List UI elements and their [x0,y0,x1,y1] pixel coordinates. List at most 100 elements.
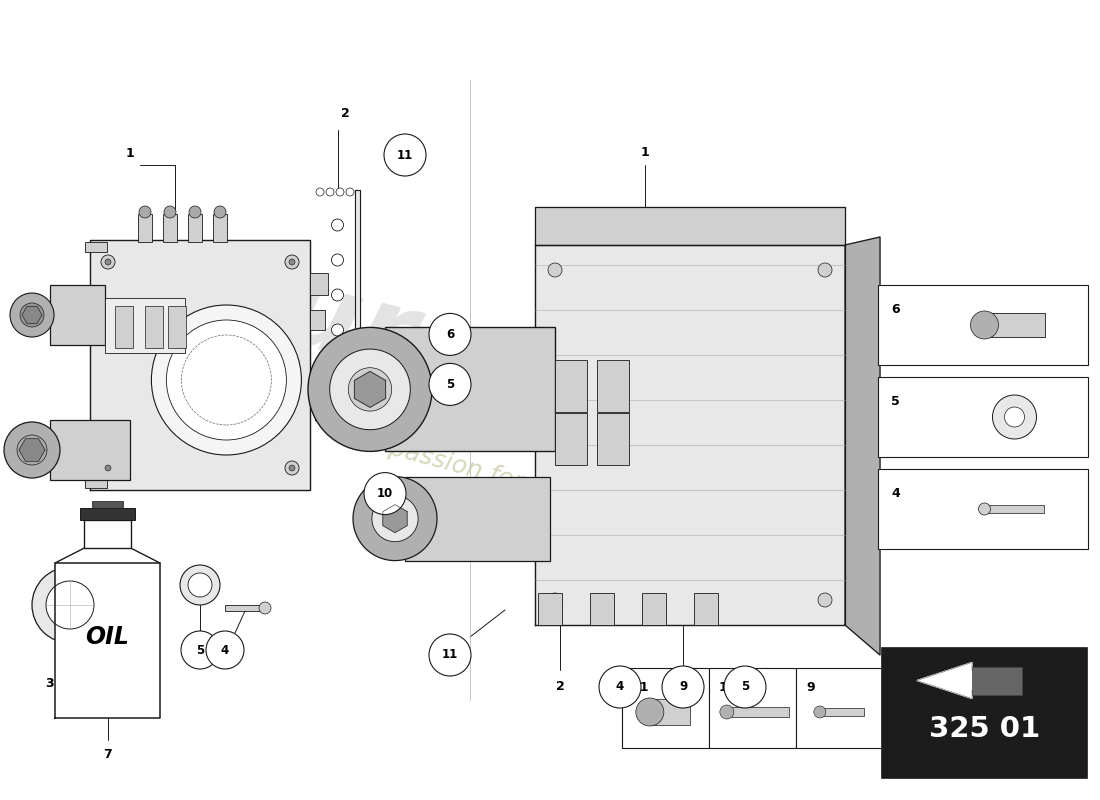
Circle shape [429,314,471,355]
Bar [163,214,177,242]
Text: a passion for parts since 1965: a passion for parts since 1965 [364,430,736,550]
Bar [92,501,122,508]
Circle shape [979,503,990,515]
Circle shape [818,263,832,277]
Circle shape [20,303,44,327]
Circle shape [101,461,116,475]
Text: OIL: OIL [86,626,130,650]
Bar [213,214,227,242]
Circle shape [331,289,343,301]
Bar [538,593,562,625]
Circle shape [46,581,94,629]
Text: eurospares: eurospares [197,238,903,522]
Circle shape [16,435,47,465]
Bar [188,214,202,242]
Polygon shape [315,190,360,420]
Circle shape [180,565,220,605]
Circle shape [724,666,766,708]
Circle shape [188,573,212,597]
Text: 9: 9 [679,681,688,694]
Bar [85,520,131,548]
Circle shape [258,602,271,614]
Circle shape [289,259,295,265]
Circle shape [289,465,295,471]
Text: 1: 1 [125,147,134,160]
Text: 10: 10 [377,487,393,500]
Polygon shape [383,505,407,533]
Bar [590,593,614,625]
Text: 4: 4 [891,487,900,500]
Circle shape [331,359,343,371]
Bar [556,360,587,412]
Circle shape [346,188,354,196]
Bar [694,593,718,625]
Text: 325 01: 325 01 [928,714,1041,742]
Circle shape [285,255,299,269]
Bar [621,668,710,748]
Text: 2: 2 [556,681,564,694]
Polygon shape [535,245,845,625]
Text: 11: 11 [397,149,414,162]
Polygon shape [845,237,880,655]
Circle shape [353,477,437,561]
Bar [310,310,324,330]
Circle shape [662,666,704,708]
Text: 11: 11 [442,649,458,662]
Circle shape [164,206,176,218]
Circle shape [336,188,344,196]
Bar [138,214,152,242]
Bar [85,242,107,252]
Text: 6: 6 [891,303,900,316]
Circle shape [331,324,343,336]
Bar [796,668,883,748]
Bar [642,593,666,625]
Circle shape [384,134,426,176]
Circle shape [4,422,60,478]
Circle shape [364,473,406,514]
Bar [990,313,1045,337]
Polygon shape [535,207,845,245]
Circle shape [548,593,562,607]
Text: 7: 7 [103,747,112,761]
Text: 10: 10 [719,681,737,694]
Bar [878,377,1088,457]
Text: 5: 5 [196,643,205,657]
Circle shape [330,349,410,430]
Text: 5: 5 [446,378,454,391]
Circle shape [285,461,299,475]
Bar [822,708,864,716]
Circle shape [206,631,244,669]
Circle shape [189,206,201,218]
Circle shape [1004,407,1024,427]
Circle shape [166,320,286,440]
Circle shape [101,255,116,269]
Bar [652,699,690,725]
Bar [85,478,107,488]
Polygon shape [90,240,310,490]
Circle shape [429,363,471,406]
Circle shape [32,567,108,643]
Bar [310,273,328,295]
Bar [116,306,133,347]
Bar [226,605,265,611]
Text: 3: 3 [46,677,54,690]
Circle shape [970,311,999,339]
Text: 4: 4 [616,681,624,694]
Circle shape [214,206,225,218]
Circle shape [331,254,343,266]
Circle shape [814,706,826,718]
Bar [168,306,186,347]
Bar [50,420,130,480]
Bar [385,327,556,451]
Circle shape [10,293,54,337]
Circle shape [139,206,151,218]
Circle shape [372,495,418,542]
Circle shape [818,593,832,607]
Polygon shape [22,306,42,324]
Bar [597,360,629,412]
Circle shape [429,634,471,676]
Circle shape [326,188,334,196]
Bar [145,306,163,347]
Bar [972,666,1022,694]
Bar [882,648,1087,778]
